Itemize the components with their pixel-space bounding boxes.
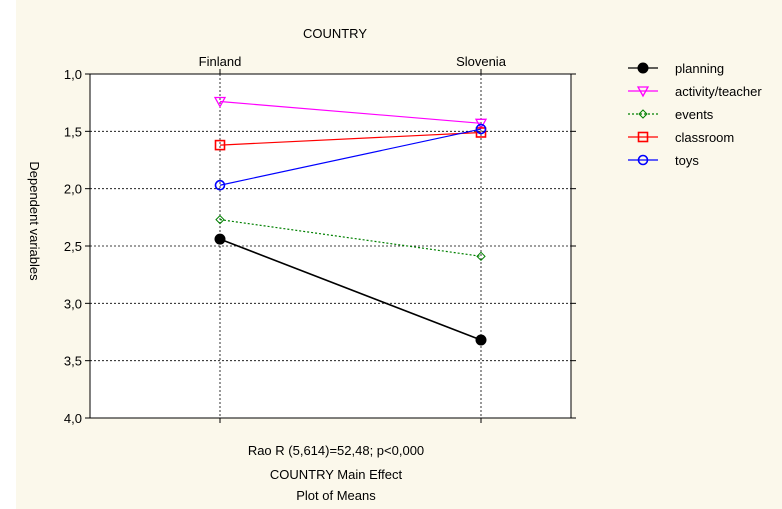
footer-line-1: Rao R (5,614)=52,48; p<0,000 (248, 443, 424, 458)
category-label-slovenia: Slovenia (456, 54, 507, 69)
y-tick-label: 3,5 (64, 354, 82, 369)
legend-marker-classroom (637, 131, 649, 143)
data-point-classroom-finland (214, 139, 226, 151)
grid-layer: 1,0 1,5 2,0 2,5 3,0 3,5 4,0 (64, 67, 576, 426)
chart-title: COUNTRY (303, 26, 367, 41)
series-line-planning (219, 238, 482, 341)
data-point-events-finland (215, 214, 225, 225)
y-tick-label: 1,5 (64, 124, 82, 139)
category-label-finland: Finland (199, 54, 242, 69)
series-layer (213, 96, 488, 346)
legend-marker-activity-teacher (636, 86, 650, 98)
legend-label-classroom: classroom (675, 130, 734, 145)
legend-marker-toys (637, 154, 649, 166)
y-tick-label: 1,0 (64, 67, 82, 82)
legend-marker-events (638, 109, 648, 119)
legend-label-toys: toys (675, 153, 699, 168)
footer-line-2: COUNTRY Main Effect (270, 467, 403, 482)
series-line-toys (219, 128, 482, 186)
data-point-planning-slovenia (475, 334, 487, 346)
data-point-toys-slovenia (475, 123, 487, 135)
series-line-activity-teacher (219, 100, 482, 124)
footer-line-3: Plot of Means (296, 488, 376, 503)
legend: planning activity/teacher events classroom t… (628, 61, 762, 168)
y-tick-label: 3,0 (64, 296, 82, 311)
legend-label-planning: planning (675, 61, 724, 76)
data-point-activity-teacher-finland (213, 96, 227, 108)
data-point-activity-teacher-slovenia (474, 118, 488, 130)
data-point-planning-finland (214, 233, 226, 245)
y-tick-label: 4,0 (64, 411, 82, 426)
y-tick-label: 2,5 (64, 239, 82, 254)
data-point-classroom-slovenia (475, 127, 487, 138)
data-point-toys-finland (214, 179, 226, 191)
y-tick-label: 2,0 (64, 182, 82, 197)
legend-label-events: events (675, 107, 714, 122)
y-axis-label: Dependent variables (27, 161, 42, 281)
legend-label-activity-teacher: activity/teacher (675, 84, 762, 99)
legend-marker-planning (637, 62, 649, 74)
series-line-classroom (219, 131, 482, 146)
data-point-events-slovenia (476, 251, 486, 262)
